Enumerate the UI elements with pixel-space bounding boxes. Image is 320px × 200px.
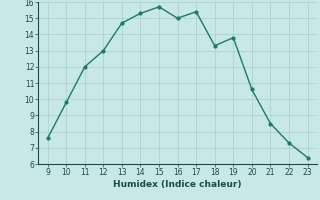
X-axis label: Humidex (Indice chaleur): Humidex (Indice chaleur): [113, 180, 242, 189]
